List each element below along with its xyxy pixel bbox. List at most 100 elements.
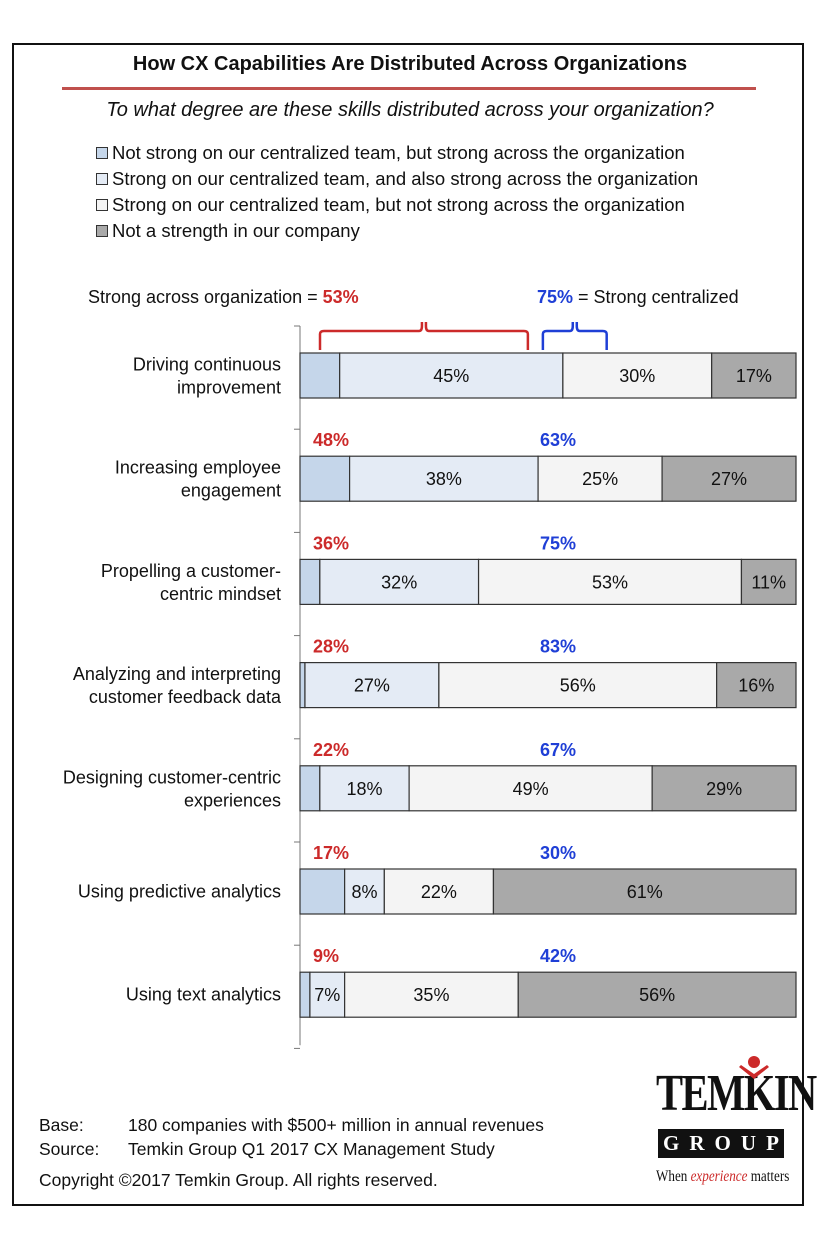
strong-across-value: 36% bbox=[313, 533, 349, 553]
data-label: 11% bbox=[751, 572, 786, 592]
data-label: 17% bbox=[736, 366, 772, 386]
bar-segment bbox=[299, 558, 321, 606]
logo-group-letter: R bbox=[689, 1131, 705, 1155]
legend-item: Strong on our centralized team, and also… bbox=[96, 166, 698, 192]
logo-tagline-pre: When bbox=[656, 1168, 691, 1185]
category-label: customer feedback data bbox=[89, 687, 282, 707]
legend-item: Strong on our centralized team, but not … bbox=[96, 192, 698, 218]
strong-centralized-value: 42% bbox=[540, 946, 576, 966]
temkin-group-logo: TEMKIN G R O U P When experience matters bbox=[652, 1056, 817, 1198]
legend-swatch bbox=[96, 173, 108, 185]
legend-swatch bbox=[96, 199, 108, 211]
data-label: 7% bbox=[314, 985, 340, 1005]
bar-segment bbox=[309, 971, 346, 1018]
strong-across-value: 22% bbox=[313, 740, 349, 760]
strong-centralized-value: 67% bbox=[540, 740, 576, 760]
logo-tagline-em: experience bbox=[690, 1168, 748, 1185]
legend-label: Not a strength in our company bbox=[112, 220, 360, 241]
logo-group-letter: G bbox=[663, 1131, 680, 1155]
category-label: improvement bbox=[177, 378, 281, 398]
legend: Not strong on our centralized team, but … bbox=[96, 140, 698, 244]
bar-segment bbox=[716, 661, 797, 709]
legend-item: Not strong on our centralized team, but … bbox=[96, 140, 698, 166]
person-figure-icon bbox=[739, 1056, 769, 1079]
bar-segment bbox=[344, 868, 385, 915]
bar-segment bbox=[299, 868, 346, 915]
bar-segment bbox=[517, 971, 797, 1018]
logo-brand: TEMKIN bbox=[656, 1065, 817, 1122]
footer-base: Base: 180 companies with $500+ million in… bbox=[39, 1115, 544, 1136]
category-label: Propelling a customer- bbox=[101, 561, 281, 581]
legend-swatch bbox=[96, 147, 108, 159]
chart-title: How CX Capabilities Are Distributed Acro… bbox=[132, 53, 688, 75]
bar-segment bbox=[562, 352, 713, 399]
data-label: 16% bbox=[738, 676, 774, 696]
data-label: 29% bbox=[706, 779, 742, 799]
footer-source: Source: Temkin Group Q1 2017 CX Managemen… bbox=[39, 1139, 495, 1160]
category-label: Using text analytics bbox=[126, 985, 281, 1005]
strong-centralized-value: 75% bbox=[540, 533, 576, 553]
bar-segment bbox=[740, 558, 797, 606]
title-underline bbox=[62, 87, 756, 90]
strong-centralized-value: 30% bbox=[540, 843, 576, 863]
footer-source-text: Temkin Group Q1 2017 CX Management Study bbox=[128, 1139, 495, 1159]
footer-base-text: 180 companies with $500+ million in annu… bbox=[128, 1115, 544, 1135]
strong-centralized-value: 83% bbox=[540, 637, 576, 657]
strong-across-value: 9% bbox=[313, 946, 339, 966]
header-strong-across-text: Strong across organization = bbox=[88, 287, 323, 307]
logo-tagline: When experience matters bbox=[656, 1168, 789, 1186]
logo-group-letter: U bbox=[740, 1131, 757, 1155]
bar-segment bbox=[408, 765, 653, 812]
category-label: Analyzing and interpreting bbox=[73, 664, 281, 684]
data-label: 53% bbox=[592, 572, 628, 592]
bar-segment bbox=[304, 661, 440, 709]
bar-segment bbox=[477, 558, 743, 606]
data-label: 27% bbox=[354, 676, 390, 696]
header-strong-across: Strong across organization = 53% bbox=[88, 287, 359, 308]
category-label: centric mindset bbox=[160, 584, 281, 604]
logo-tagline-post: matters bbox=[747, 1168, 790, 1185]
footer-base-label: Base: bbox=[39, 1115, 84, 1135]
data-label: 8% bbox=[351, 882, 377, 902]
header-strong-centralized-text: = Strong centralized bbox=[573, 287, 739, 307]
legend-label: Strong on our centralized team, but not … bbox=[112, 194, 685, 215]
category-label: Increasing employee bbox=[115, 458, 281, 478]
category-label: experiences bbox=[184, 790, 281, 810]
strong-across-value: 48% bbox=[313, 430, 349, 450]
legend-swatch bbox=[96, 225, 108, 237]
legend-label: Not strong on our centralized team, but … bbox=[112, 142, 685, 163]
data-label: 35% bbox=[413, 985, 449, 1005]
data-label: 22% bbox=[421, 882, 457, 902]
logo-group-letter: P bbox=[766, 1131, 779, 1155]
category-label: Using predictive analytics bbox=[78, 882, 281, 902]
bar-segment bbox=[349, 455, 539, 502]
chart-subtitle: To what degree are these skills distribu… bbox=[106, 99, 714, 121]
strong-centralized-value: 63% bbox=[540, 430, 576, 450]
data-label: 45% bbox=[433, 366, 469, 386]
data-label: 38% bbox=[426, 469, 462, 489]
data-label: 32% bbox=[381, 572, 417, 592]
bar-segment bbox=[339, 352, 564, 399]
data-label: 56% bbox=[639, 985, 675, 1005]
data-label: 49% bbox=[513, 779, 549, 799]
data-label: 25% bbox=[582, 469, 618, 489]
data-label: 61% bbox=[627, 882, 663, 902]
bar-segment bbox=[651, 765, 797, 812]
bar-segment bbox=[299, 352, 341, 399]
category-label: Designing customer-centric bbox=[63, 767, 281, 787]
strong-across-value: 28% bbox=[313, 637, 349, 657]
header-strong-centralized-value: 75% bbox=[537, 287, 574, 307]
bar-segment bbox=[299, 661, 306, 709]
legend-label: Strong on our centralized team, and also… bbox=[112, 168, 699, 189]
bar-segment bbox=[319, 558, 480, 606]
category-label: Driving continuous bbox=[133, 355, 281, 375]
bar-segment bbox=[492, 868, 797, 915]
chart-frame bbox=[12, 43, 804, 1206]
footer-copyright: Copyright ©2017 Temkin Group. All rights… bbox=[39, 1170, 438, 1190]
bar-segment bbox=[661, 455, 797, 502]
legend-item: Not a strength in our company bbox=[96, 218, 698, 244]
header-strong-across-value: 53% bbox=[322, 287, 359, 307]
bar-segment bbox=[299, 971, 311, 1018]
strong-centralized-brace bbox=[541, 322, 608, 350]
category-label: engagement bbox=[181, 481, 281, 501]
